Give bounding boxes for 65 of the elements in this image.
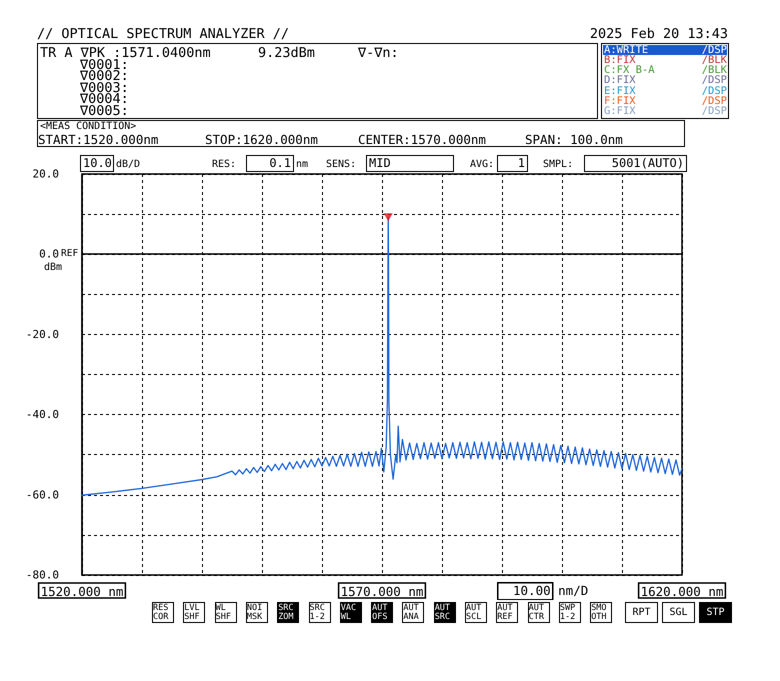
text: 0.1 (246, 155, 294, 172)
text: 10.00 nm/D (497, 582, 588, 600)
y-tick-label: -40.0 (26, 408, 59, 422)
text: SMPL: (543, 159, 574, 170)
y-tick-label: 20.0 (32, 168, 59, 180)
text: G:FIX (604, 105, 636, 118)
chart-title: // OPTICAL SPECTRUM ANALYZER // (37, 26, 289, 42)
text: SMO OTH (590, 602, 612, 623)
text: D:FIX (604, 74, 636, 86)
text: /BLK (702, 54, 727, 66)
y-tick-label: 0.0 (39, 248, 59, 261)
text: SWP 1-2 (558, 602, 581, 623)
x-tick-label: 1620.000 nm (640, 584, 724, 599)
text: SENS: (326, 159, 356, 170)
text: 9.23dBm (258, 45, 315, 61)
text: SRC 1-2 (308, 602, 330, 623)
text: C:FX B-A (604, 64, 655, 76)
text: ∇-∇n: (358, 45, 399, 61)
text: B:FIX (604, 54, 636, 66)
y-tick-label: -20.0 (26, 328, 59, 341)
text: STP (699, 602, 732, 623)
text: CENTER:1570.000nm (358, 132, 486, 147)
text: /BLK (702, 64, 727, 76)
text: LVL SHF (183, 602, 206, 623)
text: MID (366, 155, 454, 172)
text: F:FIX (604, 95, 636, 107)
text: REF (61, 248, 78, 259)
text: VAC WL (340, 602, 362, 623)
text: ∇0005: (80, 102, 129, 118)
text: /DSP (702, 95, 727, 107)
x-tick-label: 1570.000 nm (340, 584, 424, 599)
text: <MEAS CONDITION> (40, 120, 136, 132)
text: AUT SRC (434, 602, 456, 623)
text: AUT OFS (371, 602, 394, 623)
text: 10.0 (80, 155, 114, 172)
text: /DSP (702, 44, 727, 56)
text: /DSP (702, 105, 727, 118)
text: E:FIX (604, 84, 636, 97)
text: dB/D (116, 159, 140, 170)
text: /DSP (702, 84, 727, 97)
text: SGL (662, 602, 695, 623)
text: STOP:1620.000nm (205, 132, 318, 147)
x-tick-label: 1520.000 nm (40, 584, 124, 599)
text: RPT (625, 602, 658, 623)
text: /DSP (702, 74, 727, 86)
text: RES COR (152, 602, 174, 623)
text: A:WRITE (604, 44, 648, 56)
text: WL SHF (214, 602, 237, 623)
text: AUT SCL (465, 602, 487, 623)
text: 2025 Feb 20 13:43 (590, 26, 728, 42)
text: AUT ANA (402, 602, 424, 623)
y-tick-label: -60.0 (26, 488, 59, 502)
y-axis-title: dBm (44, 262, 62, 274)
text: SPAN: 100.0nm (525, 132, 623, 147)
y-tick-label: -80.0 (26, 568, 59, 582)
text: AUT CTR (528, 602, 550, 623)
text: START:1520.000nm (38, 132, 158, 147)
text: AUT REF (496, 602, 518, 623)
text: 1 (497, 155, 528, 172)
text: AVG: (470, 159, 494, 170)
text: 5001(AUTO) (584, 155, 687, 172)
text: SRC ZOM (277, 602, 300, 623)
text: RES: (212, 159, 236, 170)
text: NOI MSK (246, 602, 268, 623)
text: nm (296, 159, 308, 170)
